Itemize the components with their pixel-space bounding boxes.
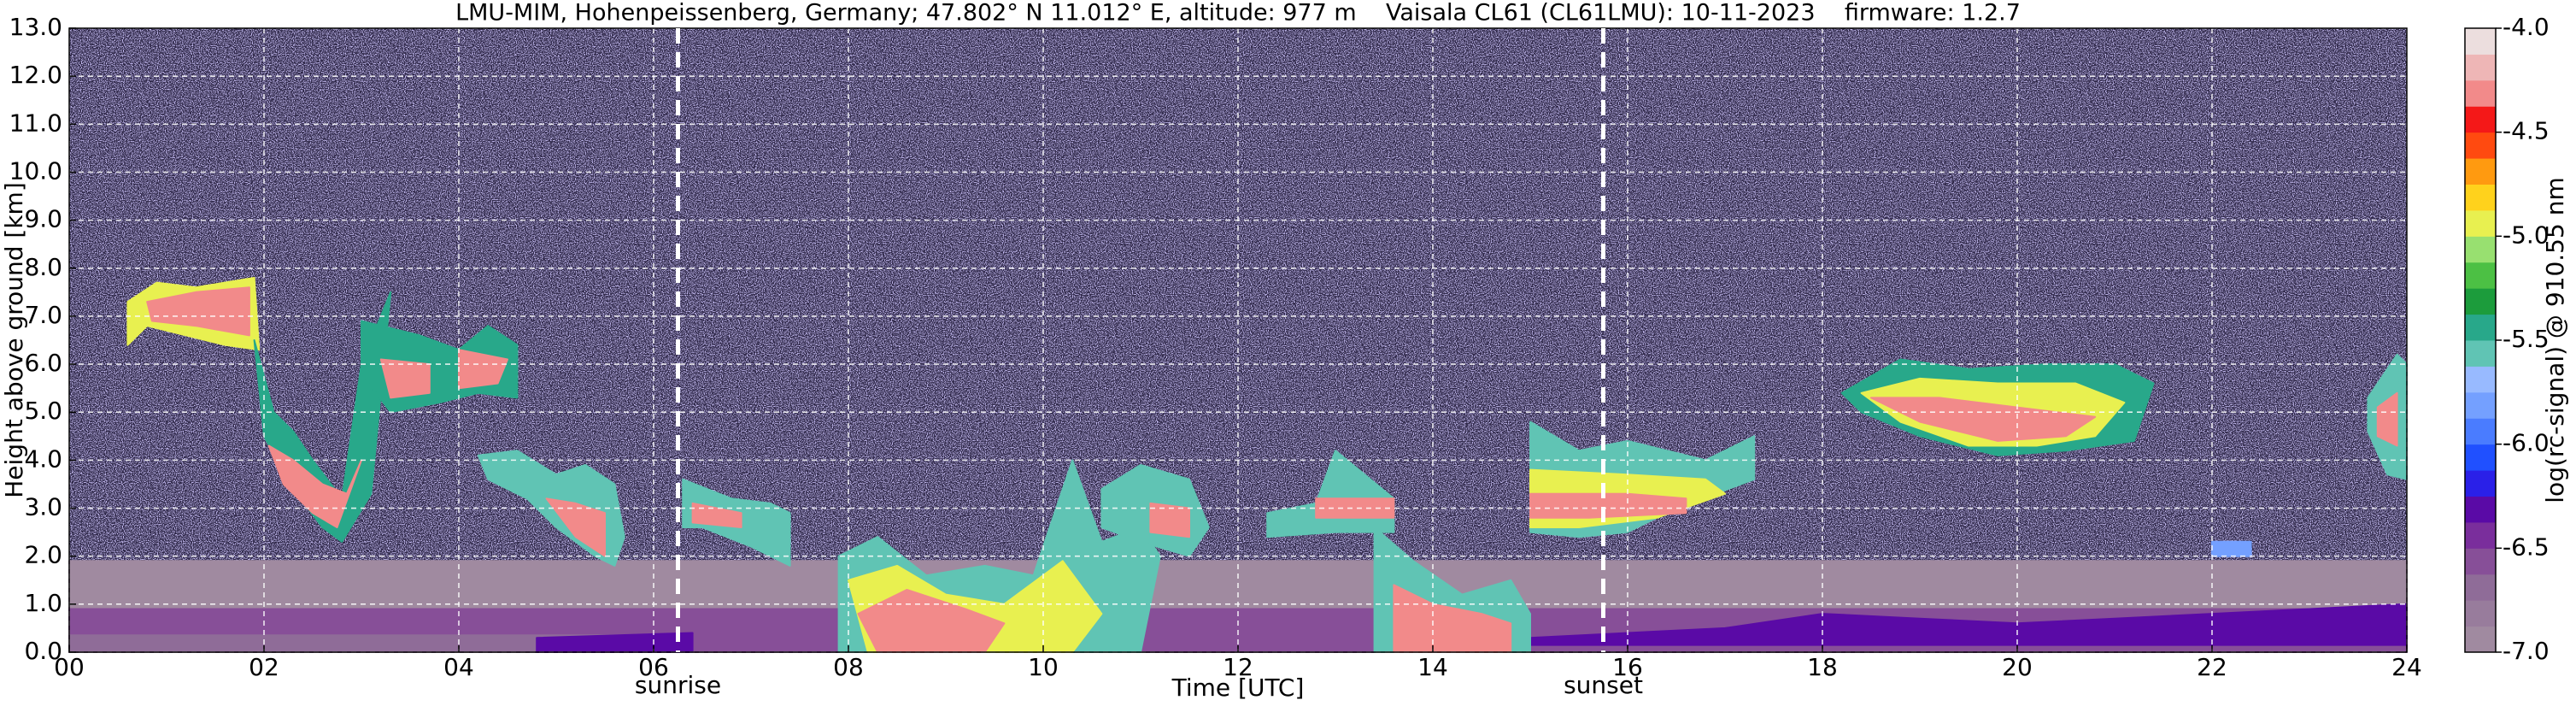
colorbar-band xyxy=(2465,418,2496,445)
x-tick-label: 24 xyxy=(2391,653,2422,681)
y-tick-label: 12.0 xyxy=(9,61,62,89)
x-tick-label: 06 xyxy=(638,653,669,681)
signal-region xyxy=(2211,540,2252,557)
colorbar-band xyxy=(2465,470,2496,497)
signal-region xyxy=(379,358,431,399)
x-tick-label: 20 xyxy=(2002,653,2033,681)
y-axis-label: Height above ground [km] xyxy=(0,182,28,498)
x-tick-label: 04 xyxy=(443,653,474,681)
colorbar-tick-label: -6.0 xyxy=(2503,429,2550,457)
x-tick-label: 18 xyxy=(1807,653,1838,681)
colorbar-band xyxy=(2465,496,2496,523)
colorbar-band xyxy=(2465,626,2496,653)
signal-region xyxy=(1149,502,1190,538)
y-tick-label: 13.0 xyxy=(9,13,62,41)
colorbar-band xyxy=(2465,79,2496,107)
colorbar-band xyxy=(2465,366,2496,393)
x-tick-label: 08 xyxy=(833,653,864,681)
colorbar-band xyxy=(2465,288,2496,315)
colorbar-band xyxy=(2465,391,2496,419)
colorbar-band xyxy=(2465,314,2496,341)
y-tick-label: 6.0 xyxy=(24,349,62,377)
y-tick-label: 0.0 xyxy=(24,637,62,665)
colorbar-label: log(rc-signal) @ 910.55 nm xyxy=(2541,177,2569,503)
x-tick-label: 22 xyxy=(2197,653,2227,681)
x-tick-label: 02 xyxy=(249,653,279,681)
signal-region xyxy=(2376,391,2398,447)
signal-region xyxy=(1315,497,1395,519)
y-tick-label: 8.0 xyxy=(24,253,62,281)
event-label: sunrise xyxy=(635,671,721,699)
colorbar-band xyxy=(2465,236,2496,263)
signal-region xyxy=(1529,492,1687,519)
signal-region xyxy=(146,286,250,337)
colorbar-band xyxy=(2465,209,2496,237)
colorbar-band xyxy=(2465,184,2496,211)
colorbar-tick-label: -5.5 xyxy=(2503,325,2550,353)
x-tick-label: 10 xyxy=(1028,653,1059,681)
event-label: sunset xyxy=(1564,671,1643,699)
colorbar-tick-label: -4.0 xyxy=(2503,13,2550,41)
y-tick-label: 2.0 xyxy=(24,541,62,569)
x-tick-label: 16 xyxy=(1612,653,1643,681)
colorbar-band xyxy=(2465,548,2496,575)
y-tick-label: 11.0 xyxy=(9,109,62,137)
x-tick-label: 12 xyxy=(1223,653,1253,681)
colorbar-band xyxy=(2465,340,2496,367)
colorbar-tick-label: -5.0 xyxy=(2503,221,2550,249)
colorbar-band xyxy=(2465,444,2496,471)
x-tick-label: 14 xyxy=(1417,653,1448,681)
x-tick-label: 00 xyxy=(54,653,85,681)
x-axis-label: Time [UTC] xyxy=(1171,674,1305,702)
signal-region xyxy=(1529,603,2408,646)
colorbar-band xyxy=(2465,158,2496,185)
chart-title: LMU-MIM, Hohenpeissenberg, Germany; 47.8… xyxy=(455,0,2021,26)
y-tick-label: 7.0 xyxy=(24,301,62,329)
colorbar-tick-label: -7.0 xyxy=(2503,637,2550,665)
y-tick-label: 1.0 xyxy=(24,589,62,617)
colorbar-band xyxy=(2465,262,2496,289)
colorbar-tick-label: -4.5 xyxy=(2503,117,2550,145)
colorbar-band xyxy=(2465,54,2496,81)
y-tick-label: 5.0 xyxy=(24,397,62,425)
colorbar-band xyxy=(2465,600,2496,627)
colorbar-band xyxy=(2465,574,2496,601)
signal-region xyxy=(1870,397,2097,442)
signal-region xyxy=(458,349,508,390)
signal-region xyxy=(691,502,742,528)
y-tick-label: 10.0 xyxy=(9,156,62,185)
colorbar-band xyxy=(2465,132,2496,159)
colorbar-tick-label: -6.5 xyxy=(2503,532,2550,561)
y-tick-label: 9.0 xyxy=(24,205,62,233)
plot-frame xyxy=(68,27,2408,653)
colorbar-band xyxy=(2465,106,2496,133)
y-tick-label: 4.0 xyxy=(24,444,62,473)
signal-region xyxy=(545,497,606,557)
colorbar-band xyxy=(2465,28,2496,55)
colorbar-band xyxy=(2465,521,2496,549)
y-tick-label: 3.0 xyxy=(24,493,62,521)
